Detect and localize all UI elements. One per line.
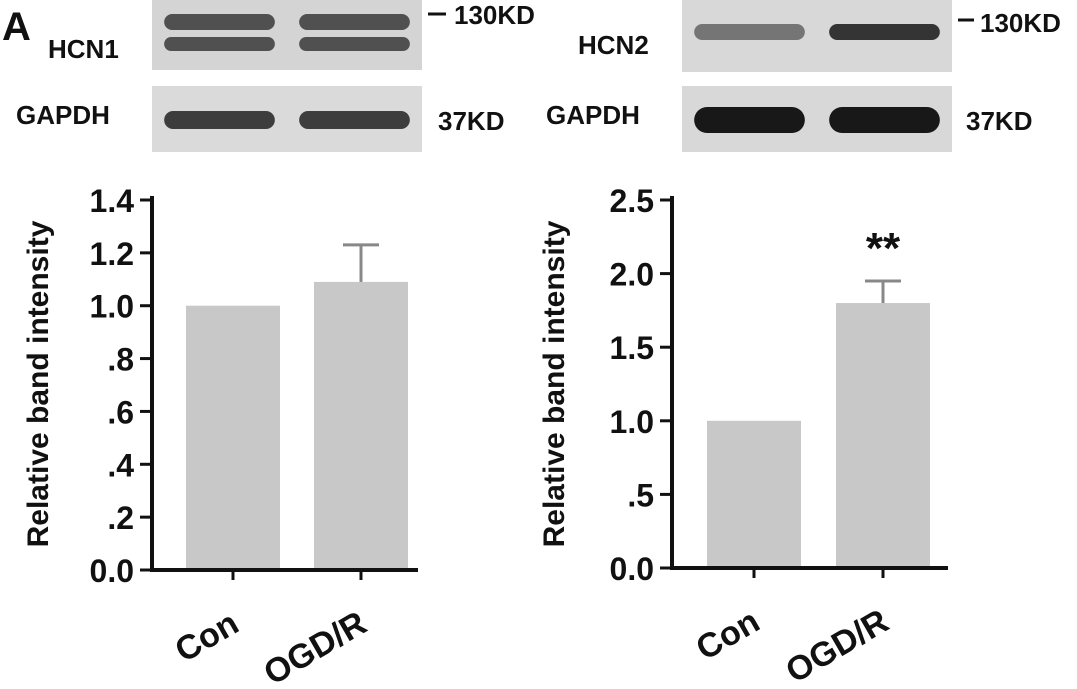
- panel-letter: A: [2, 5, 31, 49]
- blot-1-loading-bands: [164, 111, 410, 129]
- blot-panel-1: HCN1 130KD GAPDH 37KD: [16, 0, 535, 152]
- chart-1-bar-1: [186, 305, 280, 568]
- blot-2-target-bands: [694, 24, 940, 40]
- chart-1-ytick-label: .2: [107, 500, 134, 536]
- chart-2: Relative band intensity 0.0 .5 1.0 1.5 2.0 2.…: [538, 183, 948, 689]
- blot-1-target-bands: [164, 14, 410, 51]
- chart-2-bar-1: [707, 420, 801, 566]
- chart-1-ytick-label: 1.2: [90, 236, 134, 272]
- blot-2-target-label: HCN2: [578, 30, 649, 60]
- chart-2-ytick-label: 2.0: [610, 257, 654, 293]
- chart-2-ylabel: Relative band intensity: [538, 220, 571, 547]
- blot-1-loading-band-lane-2: [299, 111, 410, 129]
- chart-1-xtick-label-2: OGD/R: [257, 604, 373, 689]
- chart-2-ytick-label: 1.5: [610, 330, 654, 366]
- chart-2-xtick-label-2: OGD/R: [779, 602, 895, 689]
- chart-1-ytick-label: 1.4: [90, 183, 135, 219]
- blot-1-loading-size: 37KD: [438, 106, 504, 136]
- blot-1-target-lower-band-lane-1: [164, 37, 275, 51]
- blot-2-target-band-lane-1: [694, 24, 805, 40]
- chart-1-ytick-label: 0.0: [90, 553, 134, 589]
- blot-1-loading-label: GAPDH: [16, 100, 110, 130]
- chart-2-plot: 0.0 .5 1.0 1.5 2.0 2.5 Con ** OGD/R: [610, 183, 948, 689]
- chart-1-ytick-label: 1.0: [90, 289, 134, 325]
- chart-1-ytick-label: .4: [107, 447, 134, 483]
- blot-1-target-band-lane-2: [299, 14, 410, 30]
- blot-2-target-band-lane-2: [829, 24, 940, 40]
- blot-2-loading-band-lane-1: [694, 107, 805, 133]
- blot-1-target-membrane: [152, 0, 422, 70]
- chart-2-bar-2: [836, 303, 930, 566]
- blot-1-target-label: HCN1: [48, 34, 119, 64]
- chart-1-bar-2: [314, 281, 408, 568]
- blot-2-loading-size: 37KD: [966, 106, 1032, 136]
- chart-2-ytick-label: .5: [627, 477, 654, 513]
- chart-2-ytick-label: 1.0: [610, 404, 654, 440]
- chart-2-ytick-label: 2.5: [610, 183, 654, 219]
- blot-2-loading-bands: [694, 107, 940, 133]
- chart-1-xtick-label-1: Con: [169, 604, 245, 670]
- chart-2-xtick-label-1: Con: [690, 602, 766, 668]
- chart-1-ytick-label: .6: [107, 394, 134, 430]
- chart-2-ytick-label: 0.0: [610, 551, 654, 587]
- blot-panel-2: HCN2 130KD GAPDH 37KD: [546, 0, 1061, 152]
- blot-2-target-size: 130KD: [980, 8, 1061, 38]
- chart-1: Relative band intensity 0.0 .2 .4 .6 .8 1.0 1.…: [22, 183, 418, 689]
- blot-1-loading-band-lane-1: [164, 111, 275, 129]
- chart-1-ylabel: Relative band intensity: [22, 220, 55, 547]
- blot-1-target-band-lane-1: [164, 14, 275, 30]
- chart-2-significance-2: **: [866, 224, 901, 273]
- blot-2-loading-band-lane-2: [829, 107, 940, 133]
- chart-1-ytick-label: .8: [107, 342, 134, 378]
- blot-1-target-lower-band-lane-2: [299, 37, 410, 51]
- blot-1-target-size: 130KD: [454, 0, 535, 30]
- chart-1-plot: 0.0 .2 .4 .6 .8 1.0 1.2 1.4 Con OGD/R: [90, 183, 418, 689]
- blot-2-loading-label: GAPDH: [546, 100, 640, 130]
